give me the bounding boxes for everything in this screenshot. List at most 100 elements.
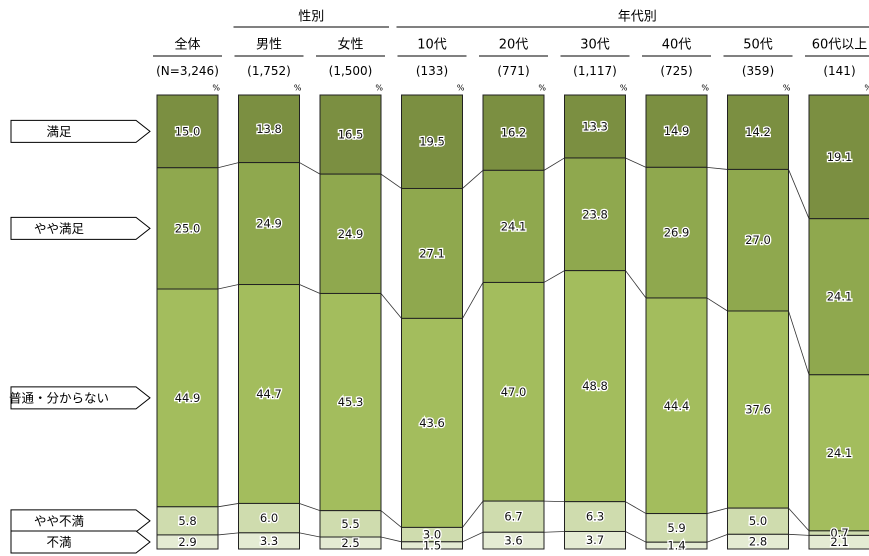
bar-segment (727, 533, 789, 550)
value-label: 27.1 (419, 246, 445, 260)
connector-line (788, 310, 810, 375)
connector-line (462, 170, 484, 189)
bar-segment (482, 94, 545, 171)
value-label: 24.9 (256, 217, 282, 231)
bar-segment (564, 270, 626, 503)
connector-line (543, 270, 565, 283)
bar-segment (645, 297, 708, 515)
value-label: 2.1 (830, 535, 848, 549)
bar-segment (727, 507, 789, 535)
column-label: 10代 (417, 38, 447, 53)
bar-segment (727, 310, 789, 509)
category-label: 普通・分からない (9, 390, 109, 405)
column-label: 男性 (256, 38, 282, 53)
value-label: 16.5 (338, 128, 364, 142)
column-n: (141) (823, 64, 855, 78)
category-arrow-box (10, 216, 151, 240)
category-label: 不満 (46, 534, 71, 549)
connector-line (706, 297, 728, 312)
bar-segment (727, 168, 789, 312)
connector-line (299, 503, 321, 512)
column-n: (725) (660, 64, 692, 78)
connector-line (625, 531, 647, 543)
value-label: 1.5 (423, 538, 441, 552)
connector-line (462, 531, 484, 543)
bar-segment (808, 218, 869, 376)
column-label: 60代以上 (812, 38, 868, 53)
column-label: 20代 (499, 38, 529, 53)
bar-segment (156, 167, 219, 290)
column-label: 女性 (337, 37, 363, 53)
connector-line (299, 532, 321, 538)
connector-line (788, 169, 810, 219)
bar-segment (238, 502, 300, 534)
connector-line (543, 500, 565, 503)
column-label: 全体 (174, 37, 200, 53)
value-label: 47.0 (501, 385, 527, 399)
bar-segment (319, 536, 382, 550)
value-label: 24.1 (501, 219, 527, 233)
connector-line (380, 173, 402, 189)
bar-segment (564, 501, 626, 532)
percent-unit: % (212, 84, 220, 93)
bar-segment (645, 541, 708, 550)
bar-segment (482, 281, 545, 502)
bar-segment (645, 166, 708, 299)
connector-line (625, 270, 647, 299)
connector-line (543, 157, 565, 171)
bar-segment (238, 94, 300, 164)
value-label: 19.5 (419, 135, 445, 149)
category-label: やや満足 (34, 221, 85, 236)
bar-segment (238, 532, 300, 550)
bar-segment (808, 94, 869, 220)
value-label: 19.1 (827, 150, 853, 164)
bar-segment (564, 157, 626, 272)
bar-segment (156, 94, 219, 169)
bar-segment (319, 510, 382, 538)
value-label: 23.8 (582, 207, 608, 221)
percent-unit: % (620, 84, 628, 93)
value-label: 14.2 (745, 125, 771, 139)
column-n: (771) (497, 64, 529, 78)
value-label: 48.8 (582, 379, 608, 393)
connector-line (380, 293, 402, 319)
value-label: 5.5 (341, 517, 359, 531)
value-label: 1.4 (667, 539, 685, 553)
connector-line (380, 510, 402, 528)
connector-line (462, 500, 484, 528)
percent-unit: % (701, 84, 709, 93)
value-label: 24.1 (827, 446, 853, 460)
category-label: やや不満 (34, 513, 84, 528)
value-label: 44.9 (175, 391, 201, 405)
bar-segment (156, 288, 219, 508)
bar-segment (401, 541, 463, 550)
connector-line (217, 503, 239, 508)
connector-line (706, 533, 728, 543)
group-header: 性別 (298, 10, 324, 25)
column-label: 30代 (580, 38, 610, 53)
value-label: 25.0 (175, 221, 201, 235)
category-label: 満足 (46, 124, 72, 139)
connector-line (625, 157, 647, 168)
bar-segment (401, 317, 463, 528)
column-label: 50代 (743, 38, 773, 53)
bar-segment (564, 94, 626, 159)
connector-line (706, 507, 728, 514)
connector-line (380, 536, 402, 543)
value-label: 26.9 (664, 226, 690, 240)
value-label: 5.8 (178, 514, 196, 528)
value-label: 24.9 (338, 227, 364, 241)
bar-segment (482, 531, 545, 550)
column-label: 40代 (662, 38, 692, 53)
bar-segment (564, 530, 626, 550)
value-label: 45.3 (338, 395, 364, 409)
bar-segment (808, 374, 869, 532)
bar-segment (808, 534, 869, 550)
connector-line (217, 284, 239, 290)
value-label: 37.6 (745, 403, 771, 417)
value-label: 13.3 (582, 119, 608, 133)
value-label: 3.7 (586, 533, 604, 547)
value-label: 44.4 (664, 399, 690, 413)
value-label: 16.2 (501, 126, 527, 140)
